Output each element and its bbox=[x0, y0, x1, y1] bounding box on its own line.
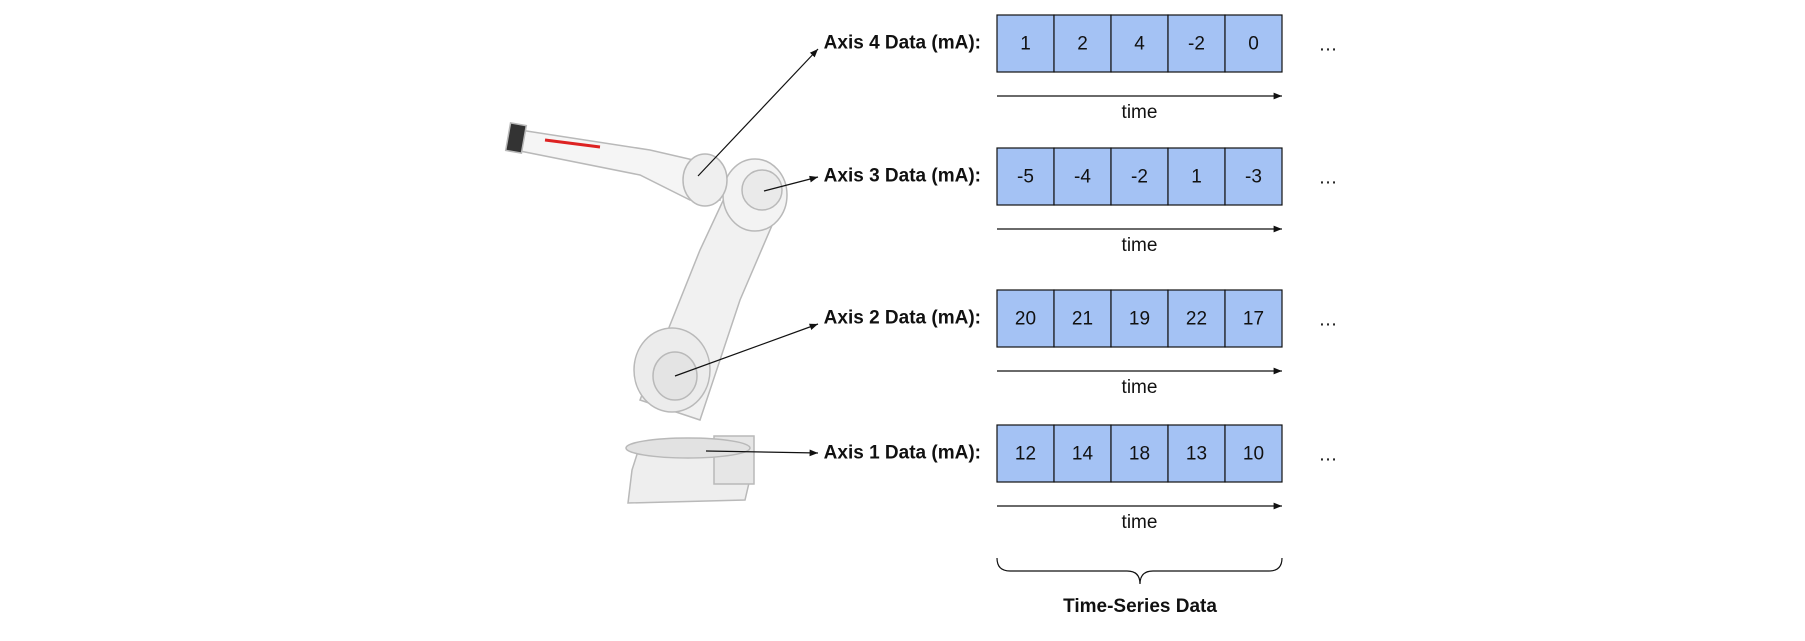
cell-value: 1 bbox=[1020, 34, 1031, 55]
data-cell bbox=[1053, 424, 1112, 483]
cell-value: 12 bbox=[1015, 444, 1036, 465]
cell-value: 0 bbox=[1248, 34, 1259, 55]
data-cell bbox=[1167, 424, 1226, 483]
time-label: time bbox=[1122, 512, 1158, 533]
axis-label: Axis 2 Data (mA): bbox=[824, 308, 981, 329]
ellipsis: … bbox=[1319, 445, 1338, 466]
brace bbox=[996, 557, 1283, 585]
data-cell bbox=[1053, 289, 1112, 348]
footer-label: Time-Series Data bbox=[1063, 596, 1217, 617]
robot-arm bbox=[504, 121, 788, 504]
data-cell bbox=[996, 14, 1055, 73]
cell-value: 14 bbox=[1072, 444, 1094, 465]
cell-value: -3 bbox=[1245, 167, 1262, 188]
cell-value: 18 bbox=[1129, 444, 1150, 465]
cell-value: -2 bbox=[1131, 167, 1148, 188]
time-label: time bbox=[1122, 377, 1158, 398]
cell-value: 22 bbox=[1186, 309, 1207, 330]
connector bbox=[705, 449, 819, 457]
connectors bbox=[674, 48, 819, 457]
data-cell bbox=[1110, 147, 1169, 206]
cell-value: 20 bbox=[1015, 309, 1036, 330]
cell-value: 4 bbox=[1134, 34, 1145, 55]
data-cell bbox=[996, 147, 1055, 206]
data-cell bbox=[1110, 289, 1169, 348]
time-label: time bbox=[1122, 102, 1158, 123]
cell-value: 21 bbox=[1072, 309, 1093, 330]
axis-label: Axis 1 Data (mA): bbox=[824, 443, 981, 464]
time-label: time bbox=[1122, 235, 1158, 256]
connector bbox=[763, 175, 819, 192]
axis-label: Axis 4 Data (mA): bbox=[824, 33, 981, 54]
axis-label: Axis 3 Data (mA): bbox=[824, 166, 981, 187]
cell-value: 1 bbox=[1191, 167, 1202, 188]
data-cell bbox=[996, 289, 1055, 348]
data-cell bbox=[1167, 289, 1226, 348]
cell-value: -5 bbox=[1017, 167, 1034, 188]
data-cell bbox=[1167, 147, 1226, 206]
cell-value: -4 bbox=[1074, 167, 1091, 188]
data-cell bbox=[1053, 147, 1112, 206]
data-cell bbox=[1053, 14, 1112, 73]
data-cell bbox=[1224, 147, 1283, 206]
cell-value: 13 bbox=[1186, 444, 1207, 465]
connector bbox=[697, 48, 819, 177]
connector bbox=[674, 323, 819, 377]
ellipsis: … bbox=[1319, 35, 1338, 56]
ellipsis: … bbox=[1319, 310, 1338, 331]
data-cell bbox=[1224, 424, 1283, 483]
cell-value: 19 bbox=[1129, 309, 1150, 330]
data-cell bbox=[1224, 289, 1283, 348]
cell-value: 17 bbox=[1243, 309, 1264, 330]
cell-value: 10 bbox=[1243, 444, 1264, 465]
cell-value: -2 bbox=[1188, 34, 1205, 55]
cell-value: 2 bbox=[1077, 34, 1088, 55]
ellipsis: … bbox=[1319, 168, 1338, 189]
data-cell bbox=[1167, 14, 1226, 73]
data-cell bbox=[1224, 14, 1283, 73]
